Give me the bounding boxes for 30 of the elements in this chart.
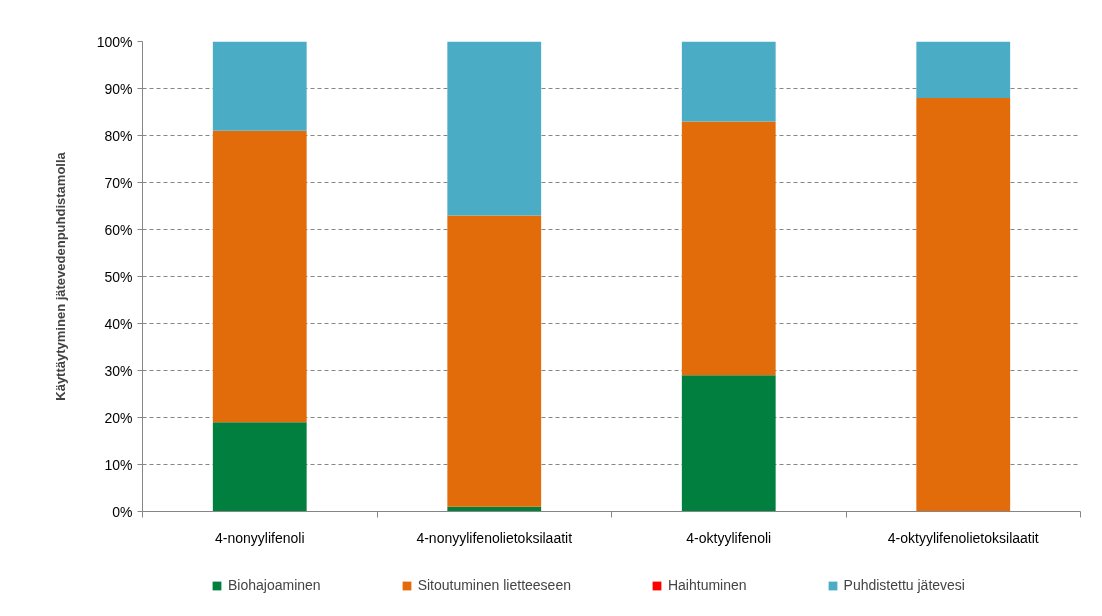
- y-tick-label: 60%: [104, 221, 133, 238]
- y-tick-label: 0%: [112, 503, 133, 520]
- x-tick-label: 4-nonyylifenolietoksilaatit: [416, 529, 573, 546]
- bar: [212, 41, 307, 131]
- bar: [916, 41, 1011, 98]
- y-tick-label: 30%: [104, 362, 133, 379]
- y-axis-title: Käyttäytyminen jätevedenpuhdistamolla: [52, 151, 68, 401]
- x-tick-label: 4-oktyylifenolietoksilaatit: [887, 529, 1039, 546]
- x-tick-label: 4-nonyylifenoli: [215, 529, 305, 546]
- x-tick-label: 4-oktyylifenoli: [686, 529, 772, 546]
- bar: [212, 422, 307, 512]
- y-tick-label: 40%: [104, 315, 133, 332]
- bar: [681, 375, 776, 512]
- y-tick-label: 100%: [96, 33, 133, 50]
- bar: [681, 41, 776, 122]
- bar: [447, 41, 542, 216]
- legend-label: Haihtuminen: [667, 577, 747, 593]
- legend-label: Sitoutuminen lietteeseen: [417, 577, 571, 593]
- y-tick-label: 90%: [104, 80, 133, 97]
- bar: [681, 121, 776, 376]
- legend-label: Puhdistettu jätevesi: [843, 577, 965, 593]
- y-tick-label: 10%: [104, 456, 133, 473]
- y-tick-label: 50%: [104, 268, 133, 285]
- bar: [212, 130, 307, 423]
- legend-label: Biohajoaminen: [228, 577, 321, 593]
- y-tick-label: 20%: [104, 409, 133, 426]
- y-tick-label: 80%: [104, 127, 133, 144]
- bar: [447, 215, 542, 507]
- bar: [916, 97, 1011, 512]
- y-tick-label: 70%: [104, 174, 133, 191]
